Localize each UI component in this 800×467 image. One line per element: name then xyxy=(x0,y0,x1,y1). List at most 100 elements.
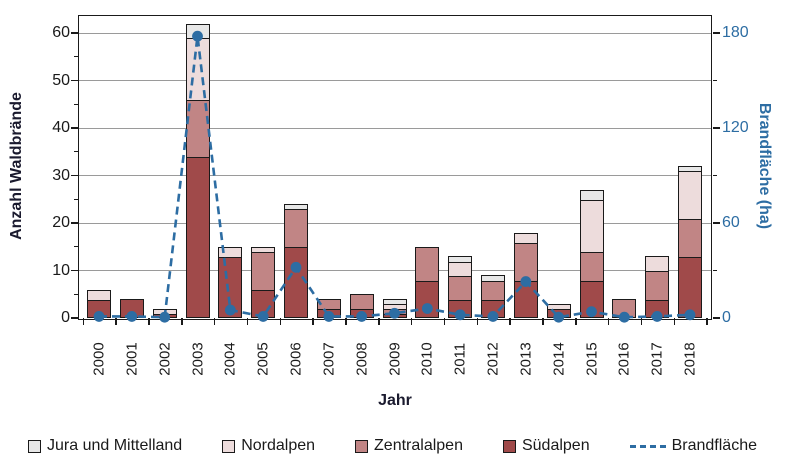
brandflaeche-point-2001 xyxy=(126,311,138,322)
right-axis-tick xyxy=(712,222,720,224)
legend-item-brandfläche: Brandfläche xyxy=(629,437,757,455)
bar-segment-2015-Nordalpen xyxy=(579,199,604,254)
right-axis-tick-label: 120 xyxy=(722,119,749,136)
left-axis-tick xyxy=(71,127,78,129)
left-axis-tick-label: 30 xyxy=(52,166,70,184)
legend-label: Zentralalpen xyxy=(374,437,463,454)
bar-segment-2007-Zentralalpen xyxy=(316,299,341,311)
x-axis-tick xyxy=(542,318,544,325)
brandflaeche-point-2004 xyxy=(224,304,236,316)
brandflaeche-point-2015 xyxy=(586,306,597,318)
brandflaeche-point-2012 xyxy=(487,311,499,322)
left-axis-tick xyxy=(71,32,78,34)
brandflaeche-point-2014 xyxy=(553,311,565,323)
bar-segment-2011-Jura und Mittelland xyxy=(448,256,473,263)
legend-item-südalpen: Südalpen xyxy=(502,437,590,455)
x-axis-tick xyxy=(378,318,380,325)
bar-segment-2015-Zentralalpen xyxy=(579,251,604,282)
dashed-line-icon xyxy=(629,444,666,448)
left-axis-tick-label: 40 xyxy=(52,119,70,136)
legend-item-zentralalpen: Zentralalpen xyxy=(355,437,463,455)
brandflaeche-point-2003 xyxy=(192,30,203,42)
gridline xyxy=(78,270,712,271)
left-axis-minor-tick xyxy=(74,246,78,248)
right-axis-tick-label: 0 xyxy=(722,309,731,326)
left-axis-minor-tick xyxy=(74,103,78,105)
gridline xyxy=(78,32,712,34)
bar-segment-2005-Nordalpen xyxy=(251,246,276,254)
right-axis-tick xyxy=(712,127,720,129)
bar-segment-2013-Nordalpen xyxy=(513,232,538,244)
left-axis-tick xyxy=(71,222,78,224)
bar-segment-2014-Nordalpen xyxy=(546,303,571,311)
gridline xyxy=(78,175,712,176)
brandflaeche-point-2011 xyxy=(454,309,466,321)
x-axis-tick xyxy=(509,318,511,325)
gridline xyxy=(78,80,712,81)
right-axis-minor-tick xyxy=(712,79,717,82)
legend-swatch-icon xyxy=(355,439,369,453)
bar-segment-2000-Nordalpen xyxy=(87,289,111,301)
x-axis-tick xyxy=(279,318,282,325)
right-axis-tick-label: 180 xyxy=(722,24,749,41)
x-axis-title: Jahr xyxy=(378,392,412,409)
bar-segment-2012-Jura und Mittelland xyxy=(481,275,505,282)
bar-segment-2008-Zentralalpen xyxy=(349,294,374,311)
left-axis-tick-label: 50 xyxy=(52,71,70,89)
bar-segment-2018-Zentralalpen xyxy=(678,218,702,258)
left-axis-minor-tick xyxy=(74,56,78,58)
bar-segment-2006-Zentralalpen xyxy=(284,208,308,249)
x-axis-tick xyxy=(345,318,347,325)
brandflaeche-point-2002 xyxy=(159,311,171,323)
legend-label: Brandfläche xyxy=(671,437,757,454)
bar-segment-2006-Jura und Mittelland xyxy=(284,204,308,211)
brandflaeche-point-2013 xyxy=(520,276,532,287)
x-axis-tick xyxy=(575,318,577,325)
right-axis-minor-tick xyxy=(712,174,717,177)
left-axis-tick-label: 20 xyxy=(52,214,70,231)
gridline xyxy=(78,222,712,224)
bar-segment-2009-Jura und Mittelland xyxy=(382,299,407,306)
brandflaeche-point-2016 xyxy=(618,311,630,323)
left-axis-tick xyxy=(71,174,78,177)
legend-swatch-icon xyxy=(502,439,516,453)
x-axis-tick xyxy=(706,318,708,325)
x-axis-tick xyxy=(607,318,610,325)
brandflaeche-point-2007 xyxy=(323,311,335,322)
brandflaeche-point-2006 xyxy=(290,261,302,273)
legend-label: Südalpen xyxy=(521,437,590,454)
x-axis-tick xyxy=(443,318,446,325)
x-axis-tick xyxy=(181,318,183,325)
left-axis-minor-tick xyxy=(74,151,78,153)
right-axis-tick xyxy=(712,317,720,319)
x-axis-tick xyxy=(640,318,643,325)
bar-segment-2017-Zentralalpen xyxy=(645,270,670,301)
left-axis-tick-label: 60 xyxy=(52,24,70,41)
legend-swatch-icon xyxy=(222,439,236,453)
bar-segment-2013-Zentralalpen xyxy=(513,242,538,282)
bar-segment-2005-Zentralalpen xyxy=(251,251,276,292)
legend-swatch-icon xyxy=(28,439,41,453)
brandflaeche-point-2009 xyxy=(389,307,400,319)
brandflaeche-line xyxy=(99,36,691,319)
left-axis-minor-tick xyxy=(74,293,78,295)
chart-legend: Jura und Mittelland Nordalpen Zentralalpen… xyxy=(28,437,798,455)
bar-segment-2018-Jura und Mittelland xyxy=(678,166,702,173)
x-axis-tick xyxy=(148,318,150,325)
bar-segment-2003-Nordalpen xyxy=(185,37,210,102)
x-axis-tick xyxy=(410,318,413,325)
gridline xyxy=(78,127,712,129)
x-axis-tick xyxy=(115,318,117,325)
bar-segment-2010-Zentralalpen xyxy=(415,246,440,282)
x-axis-tick xyxy=(246,318,249,325)
left-axis-tick-label: 0 xyxy=(61,309,70,326)
legend-item-nordalpen: Nordalpen xyxy=(222,437,315,455)
x-axis-tick xyxy=(82,318,85,325)
brandflaeche-point-2018 xyxy=(684,309,696,321)
bar-segment-2015-Jura und Mittelland xyxy=(579,189,604,201)
brandflaeche-point-2017 xyxy=(651,311,663,322)
legend-item-jura-und-mittelland: Jura und Mittelland xyxy=(28,437,182,455)
left-axis-tick-label: 10 xyxy=(52,261,70,279)
